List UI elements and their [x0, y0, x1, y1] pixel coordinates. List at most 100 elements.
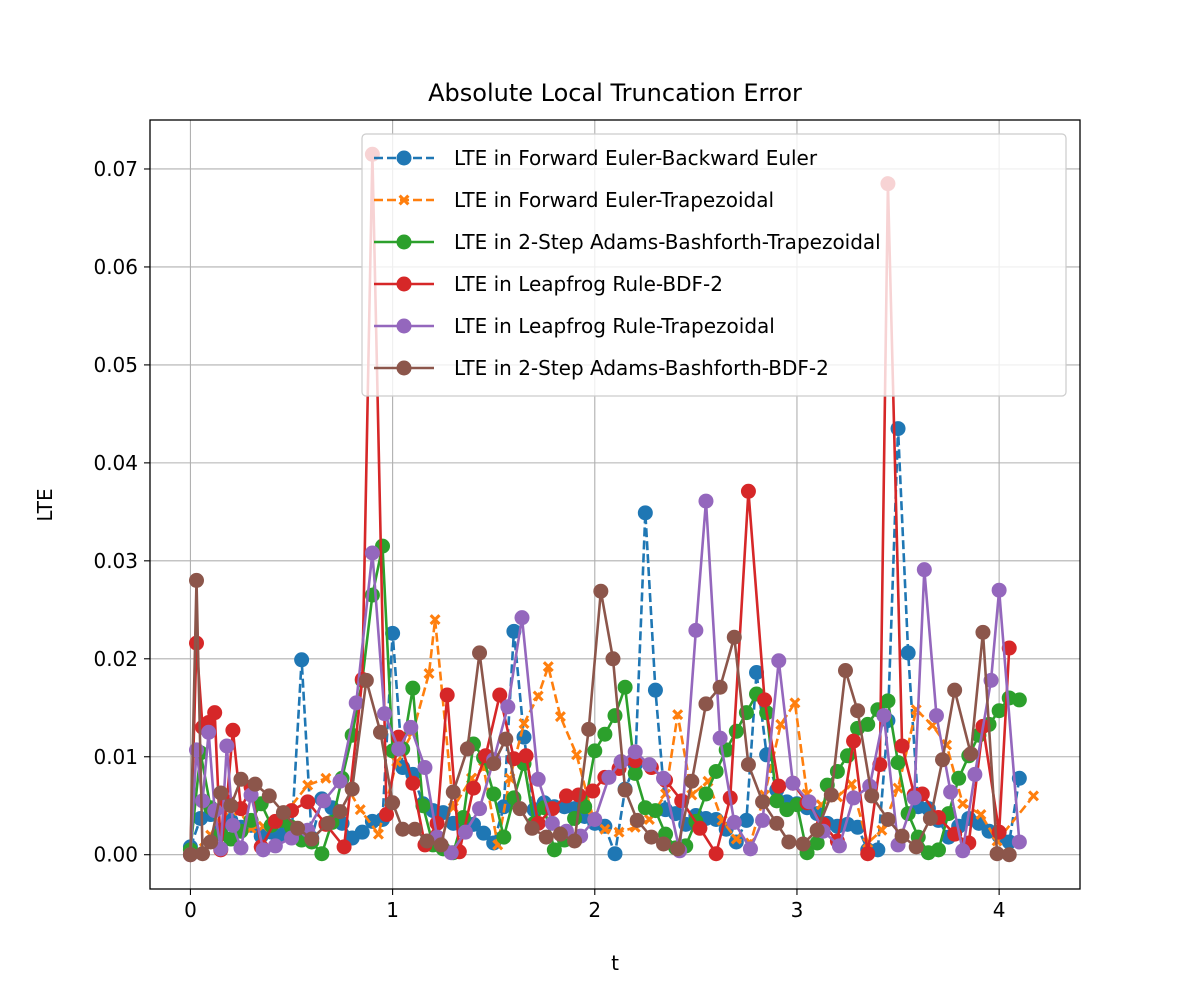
data-point: [775, 718, 787, 730]
data-point: [320, 815, 336, 831]
series-5: [182, 493, 1027, 863]
series-line: [189, 579, 1010, 857]
data-point: [344, 781, 360, 797]
data-point: [544, 815, 560, 831]
data-point: [577, 799, 593, 815]
chart-title: Absolute Local Truncation Error: [428, 79, 802, 107]
legend-item: LTE in Leapfrog Rule-Trapezoidal: [374, 314, 775, 338]
data-point: [300, 794, 316, 810]
data-point: [581, 721, 597, 737]
data-point: [587, 743, 603, 759]
data-point: [294, 652, 310, 668]
data-point: [377, 706, 393, 722]
series-line: [189, 152, 1011, 856]
data-point: [880, 693, 896, 709]
data-point: [225, 817, 241, 833]
series-6: [182, 572, 1017, 863]
data-point: [771, 778, 787, 794]
data-point: [809, 835, 825, 851]
y-tick-label: 0.06: [93, 255, 138, 279]
data-point: [538, 829, 554, 845]
x-tick-label: 3: [791, 898, 804, 922]
data-point: [486, 786, 502, 802]
data-point: [395, 821, 411, 837]
data-point: [846, 790, 862, 806]
data-point: [688, 622, 704, 638]
data-point: [433, 837, 449, 853]
data-point: [552, 826, 568, 842]
data-point: [943, 784, 959, 800]
data-point: [364, 545, 380, 561]
data-point: [407, 821, 423, 837]
data-point: [372, 724, 388, 740]
data-point: [846, 778, 858, 790]
data-point: [607, 708, 623, 724]
data-point: [928, 708, 944, 724]
legend-label: LTE in Leapfrog Rule-BDF-2: [454, 272, 723, 296]
legend-item: LTE in 2-Step Adams-Bashforth-BDF-2: [374, 356, 829, 380]
data-point: [593, 583, 609, 599]
data-point: [201, 724, 217, 740]
data-point: [304, 831, 320, 847]
x-tick-label: 4: [993, 898, 1006, 922]
legend-marker: [396, 150, 412, 166]
data-point: [439, 687, 455, 703]
data-point: [641, 757, 657, 773]
data-point: [692, 820, 708, 836]
data-point: [670, 841, 686, 857]
data-point: [656, 836, 672, 852]
plot-frame: [149, 119, 1081, 890]
data-point: [730, 833, 742, 845]
data-point: [908, 839, 924, 855]
data-point: [698, 696, 714, 712]
data-point: [647, 682, 663, 698]
data-point: [512, 801, 528, 817]
data-point: [332, 773, 348, 789]
legend-item: LTE in 2-Step Adams-Bashforth-Trapezoida…: [374, 230, 881, 254]
data-point: [233, 840, 249, 856]
data-point: [850, 703, 866, 719]
data-point: [597, 726, 613, 742]
data-point: [518, 748, 534, 764]
data-point: [601, 769, 617, 785]
data-point: [656, 770, 672, 786]
legend-label: LTE in Forward Euler-Backward Euler: [454, 146, 818, 170]
data-point: [465, 780, 481, 796]
y-tick-label: 0.02: [93, 647, 138, 671]
data-point: [403, 719, 419, 735]
y-axis-label: LTE: [33, 488, 57, 521]
series-layer: [182, 146, 1039, 863]
data-point: [712, 679, 728, 695]
data-point: [405, 680, 421, 696]
data-point: [916, 562, 932, 578]
data-point: [417, 760, 433, 776]
data-point: [542, 661, 554, 673]
data-point: [684, 773, 700, 789]
data-point: [571, 787, 587, 803]
data-point: [518, 717, 530, 729]
legend-label: LTE in 2-Step Adams-Bashforth-Trapezoida…: [454, 230, 881, 254]
data-point: [476, 825, 492, 841]
data-point: [922, 810, 938, 826]
data-point: [429, 815, 445, 831]
data-point: [738, 812, 754, 828]
data-point: [781, 834, 797, 850]
data-point: [607, 846, 623, 862]
data-point: [726, 629, 742, 645]
data-point: [769, 793, 785, 809]
data-point: [332, 804, 348, 820]
data-point: [261, 788, 277, 804]
data-point: [496, 829, 512, 845]
data-point: [189, 742, 204, 758]
data-point: [457, 824, 473, 840]
data-point: [223, 798, 239, 814]
data-point: [605, 651, 621, 667]
data-point: [554, 711, 566, 723]
y-tick-label: 0.01: [93, 745, 138, 769]
data-point: [524, 820, 540, 836]
data-point: [963, 746, 979, 762]
data-point: [726, 814, 742, 830]
data-point: [880, 811, 896, 827]
data-point: [892, 782, 904, 794]
